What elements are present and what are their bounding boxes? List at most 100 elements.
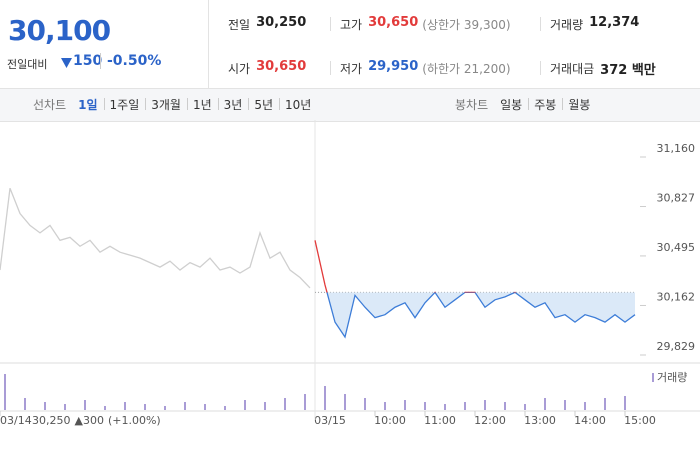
current-price: 30,100 <box>8 14 111 47</box>
volume-bar <box>624 396 626 410</box>
volume-bar <box>324 386 326 410</box>
legend-swatch <box>652 373 654 382</box>
volume-bar <box>4 374 6 410</box>
volume-bar <box>124 402 126 410</box>
volume-bar <box>184 402 186 410</box>
volume-bar <box>204 404 206 410</box>
volume-bar <box>444 404 446 410</box>
x-tick-label: 14:00 <box>574 414 606 427</box>
x-tick-label: 13:00 <box>524 414 556 427</box>
tab[interactable]: 1일 <box>78 98 98 112</box>
volume-bar <box>244 400 246 410</box>
stat-label: 저가 <box>340 62 363 76</box>
stat-divider <box>330 61 331 75</box>
stat-value: 12,374 <box>589 15 640 30</box>
x-tick-label: 11:00 <box>424 414 456 427</box>
price-box: 30,100 전일대비 150 -0.50% <box>0 0 209 88</box>
x-tick-label: 10:00 <box>374 414 406 427</box>
tab[interactable]: 주봉 <box>534 98 557 112</box>
tab-divider <box>145 98 147 110</box>
tab-bar <box>0 88 700 122</box>
volume-bar <box>264 402 266 410</box>
divider <box>100 53 101 69</box>
volume-bar <box>224 406 226 410</box>
area <box>315 292 635 337</box>
stat-value: 30,650 <box>368 15 419 30</box>
x-tick-label: 15:00 <box>624 414 656 427</box>
stat-note: (상한가 39,300) <box>422 18 511 32</box>
tab[interactable]: 월봉 <box>568 98 591 112</box>
tab[interactable]: 3년 <box>223 98 243 112</box>
volume-bar <box>84 400 86 410</box>
stat-value: 30,650 <box>256 59 307 74</box>
tab[interactable]: 10년 <box>285 98 312 112</box>
tab-divider <box>103 98 105 110</box>
tab[interactable]: 1주일 <box>109 98 140 112</box>
y-tick-label: 30,162 <box>657 290 696 303</box>
volume-bar <box>64 404 66 410</box>
stat-label: 전일 <box>228 18 251 32</box>
volume-bar <box>424 402 426 410</box>
tab-divider <box>528 98 530 110</box>
tab[interactable]: 5년 <box>254 98 274 112</box>
volume-bar <box>544 398 546 410</box>
volume-bar <box>524 404 526 410</box>
stat-note: (하한가 21,200) <box>422 62 511 76</box>
tab[interactable]: 1년 <box>192 98 212 112</box>
tab-divider <box>217 98 219 110</box>
tab-divider <box>186 98 188 110</box>
tab-divider <box>562 98 564 110</box>
stat-label: 시가 <box>228 62 251 76</box>
stat-label: 거래량 <box>550 18 584 32</box>
volume-bar <box>164 406 166 410</box>
tab[interactable]: 3개월 <box>151 98 181 112</box>
tab-label: 선차트 <box>33 98 67 112</box>
chart: 29,829 30,162 30,495 30,827 31,160 03/14 03/15… <box>0 120 700 427</box>
x-tick-label: 12:00 <box>474 414 506 427</box>
volume-bar <box>44 402 46 410</box>
volume-bar <box>384 402 386 410</box>
stat-label: 거래대금 <box>550 62 595 76</box>
down-arrow <box>61 58 72 68</box>
volume-bar <box>584 402 586 410</box>
volume-bar <box>504 402 506 410</box>
volume-bar <box>364 398 366 410</box>
price-line <box>314 240 636 339</box>
tab[interactable]: 일봉 <box>500 98 523 112</box>
volume-bar <box>564 400 566 410</box>
y-tick-label: 30,495 <box>657 241 696 254</box>
annotation: 30,250 <box>32 414 71 427</box>
change-pct: -0.50% <box>107 53 162 69</box>
tab-divider <box>279 98 281 110</box>
volume-bar <box>284 398 286 410</box>
volume-bar <box>604 398 606 410</box>
stat-divider <box>540 61 541 75</box>
stat-value: 30,250 <box>256 15 307 30</box>
price-line <box>0 188 311 289</box>
volume-bar <box>24 398 26 410</box>
volume-bar <box>484 400 486 410</box>
tab-label: 봉차트 <box>455 98 489 112</box>
x-tick-label: 03/14 <box>0 414 32 427</box>
annotation: ▲300 <box>75 414 104 427</box>
y-tick-label: 30,827 <box>657 192 696 205</box>
y-tick-label: 29,829 <box>657 340 696 353</box>
stat-label: 고가 <box>340 18 363 32</box>
volume-bar <box>144 404 146 410</box>
annotation: (+1.00%) <box>108 414 161 427</box>
stat-value: 29,950 <box>368 59 419 74</box>
volume-bar <box>344 394 346 410</box>
volume-bar <box>404 400 406 410</box>
volume-bar <box>464 402 466 410</box>
stat-divider <box>540 17 541 31</box>
legend-label: 거래량 <box>657 371 687 384</box>
stat-divider <box>330 17 331 31</box>
stat-value: 372 백만 <box>600 63 656 78</box>
tab-divider <box>248 98 250 110</box>
change: 150 <box>73 53 103 69</box>
volume-bar <box>304 394 306 410</box>
y-tick-label: 31,160 <box>657 142 696 155</box>
x-tick-label: 03/15 <box>314 414 346 427</box>
volume-bar <box>104 406 106 410</box>
